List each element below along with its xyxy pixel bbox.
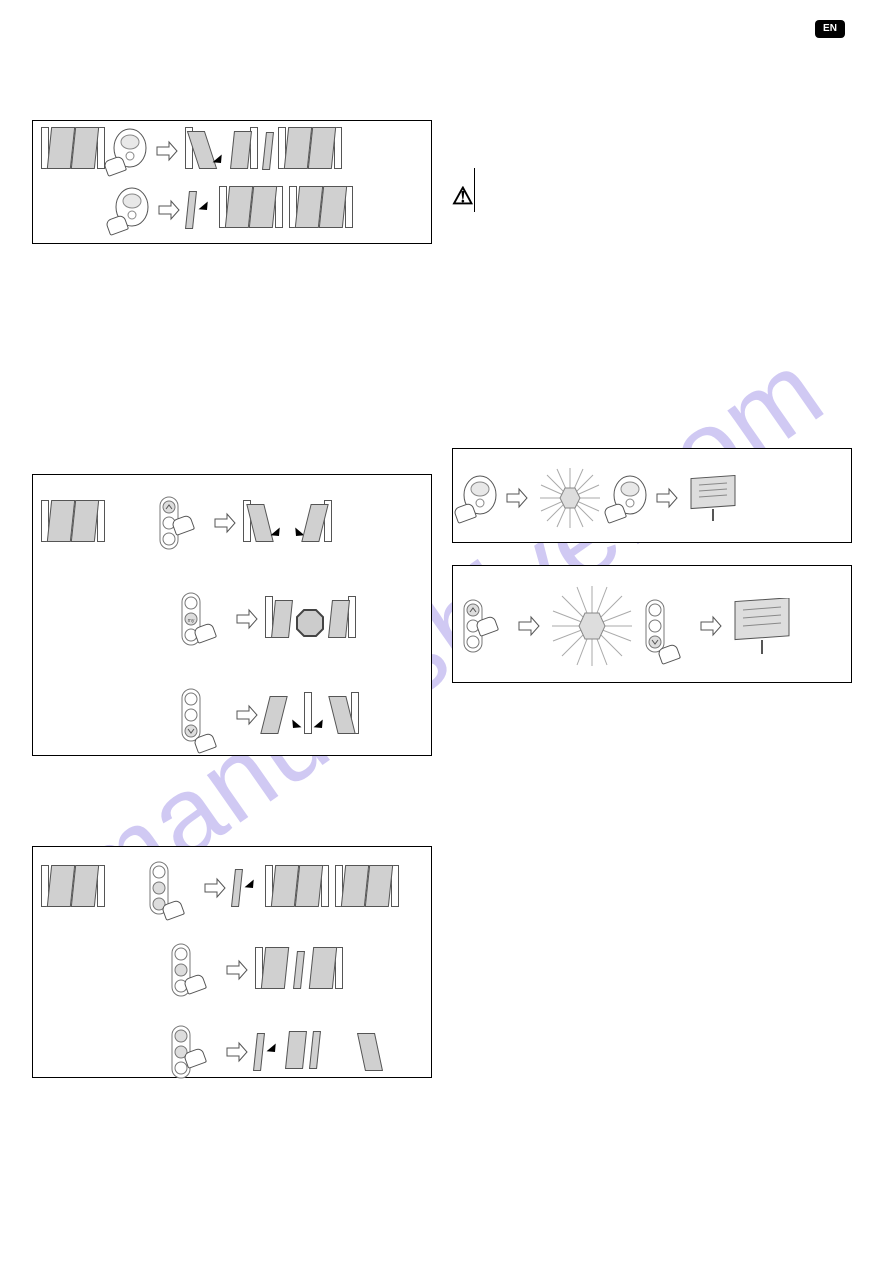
arrow-right-icon bbox=[155, 139, 179, 163]
arrow-right-icon bbox=[235, 703, 259, 727]
stop-sign-icon bbox=[295, 608, 325, 638]
fig-row bbox=[33, 475, 431, 571]
arrow-right-icon bbox=[505, 486, 529, 510]
arrow-right-icon bbox=[517, 614, 541, 638]
left-column: my bbox=[32, 120, 432, 1078]
arrow-right-icon bbox=[203, 876, 227, 900]
fig-row bbox=[33, 847, 431, 929]
arrow-right-icon bbox=[699, 614, 723, 638]
figure-right-1 bbox=[452, 448, 852, 543]
arrow-right-icon bbox=[235, 607, 259, 631]
keyfob-remote-icon bbox=[461, 475, 499, 521]
three-button-remote-icon bbox=[179, 688, 203, 742]
keyfob-remote-icon bbox=[113, 187, 151, 233]
gate-partial-icon bbox=[255, 947, 343, 994]
fig-row: my bbox=[33, 571, 431, 667]
fig-row bbox=[453, 449, 851, 546]
gate-closed-icon bbox=[289, 186, 353, 233]
motion-arrow-icon bbox=[316, 722, 328, 734]
motion-arrow-icon bbox=[287, 722, 299, 734]
motion-arrow-icon bbox=[290, 530, 302, 542]
language-pill: EN bbox=[815, 20, 845, 38]
gate-open-icon bbox=[278, 127, 342, 174]
both-leaves-closing-icon bbox=[243, 500, 332, 547]
gate-opening-icon bbox=[185, 127, 258, 174]
motion-arrow-icon bbox=[247, 882, 259, 894]
figure-left-bot bbox=[32, 846, 432, 1078]
gate-open-icon bbox=[41, 500, 105, 547]
fig-row bbox=[453, 566, 851, 686]
gate-closed-icon bbox=[41, 127, 105, 174]
fig-row bbox=[33, 180, 431, 239]
gate-strip-icon bbox=[231, 869, 243, 907]
motion-arrow-icon bbox=[273, 530, 285, 542]
keyfob-remote-icon bbox=[611, 475, 649, 521]
figure-left-mid: my bbox=[32, 474, 432, 756]
warning-sign-icon bbox=[685, 475, 741, 521]
figure-right-2 bbox=[452, 565, 852, 683]
fig-row bbox=[33, 929, 431, 1011]
arrow-right-icon bbox=[213, 511, 237, 535]
obstacle-burst-icon bbox=[547, 581, 637, 671]
arrow-right-icon bbox=[225, 958, 249, 982]
gate-strip-icon bbox=[185, 191, 197, 229]
motion-arrow-icon bbox=[269, 1046, 281, 1058]
gate-closing-icon bbox=[265, 865, 329, 912]
warning-sign-icon bbox=[729, 598, 795, 654]
gate-stopped-icon bbox=[265, 596, 356, 643]
gate-strip-icon bbox=[253, 1033, 265, 1071]
three-button-remote-icon bbox=[643, 599, 667, 653]
motion-arrow-icon bbox=[215, 157, 227, 169]
figure-left-top bbox=[32, 120, 432, 244]
arrow-right-icon bbox=[225, 1040, 249, 1064]
both-leaves-opening-icon bbox=[265, 692, 359, 739]
gate-closed-icon bbox=[335, 865, 399, 912]
keyfob-remote-icon bbox=[111, 128, 149, 174]
arrow-right-icon bbox=[157, 198, 181, 222]
right-column bbox=[452, 120, 852, 683]
svg-text:my: my bbox=[188, 618, 195, 624]
fig-row bbox=[33, 121, 431, 180]
gate-strip-icon bbox=[262, 132, 274, 170]
gate-opening-icon bbox=[287, 1031, 319, 1074]
obstacle-burst-icon bbox=[535, 463, 605, 533]
manual-page: EN manualshive.com ⚠ bbox=[0, 0, 893, 1263]
arrow-right-icon bbox=[655, 486, 679, 510]
leaf-tilted-icon bbox=[357, 1033, 383, 1071]
gate-open-icon bbox=[41, 865, 105, 912]
fig-row bbox=[33, 667, 431, 763]
fig-row bbox=[33, 1011, 431, 1093]
motion-arrow-icon bbox=[201, 204, 213, 216]
gate-closing-icon bbox=[219, 186, 283, 233]
